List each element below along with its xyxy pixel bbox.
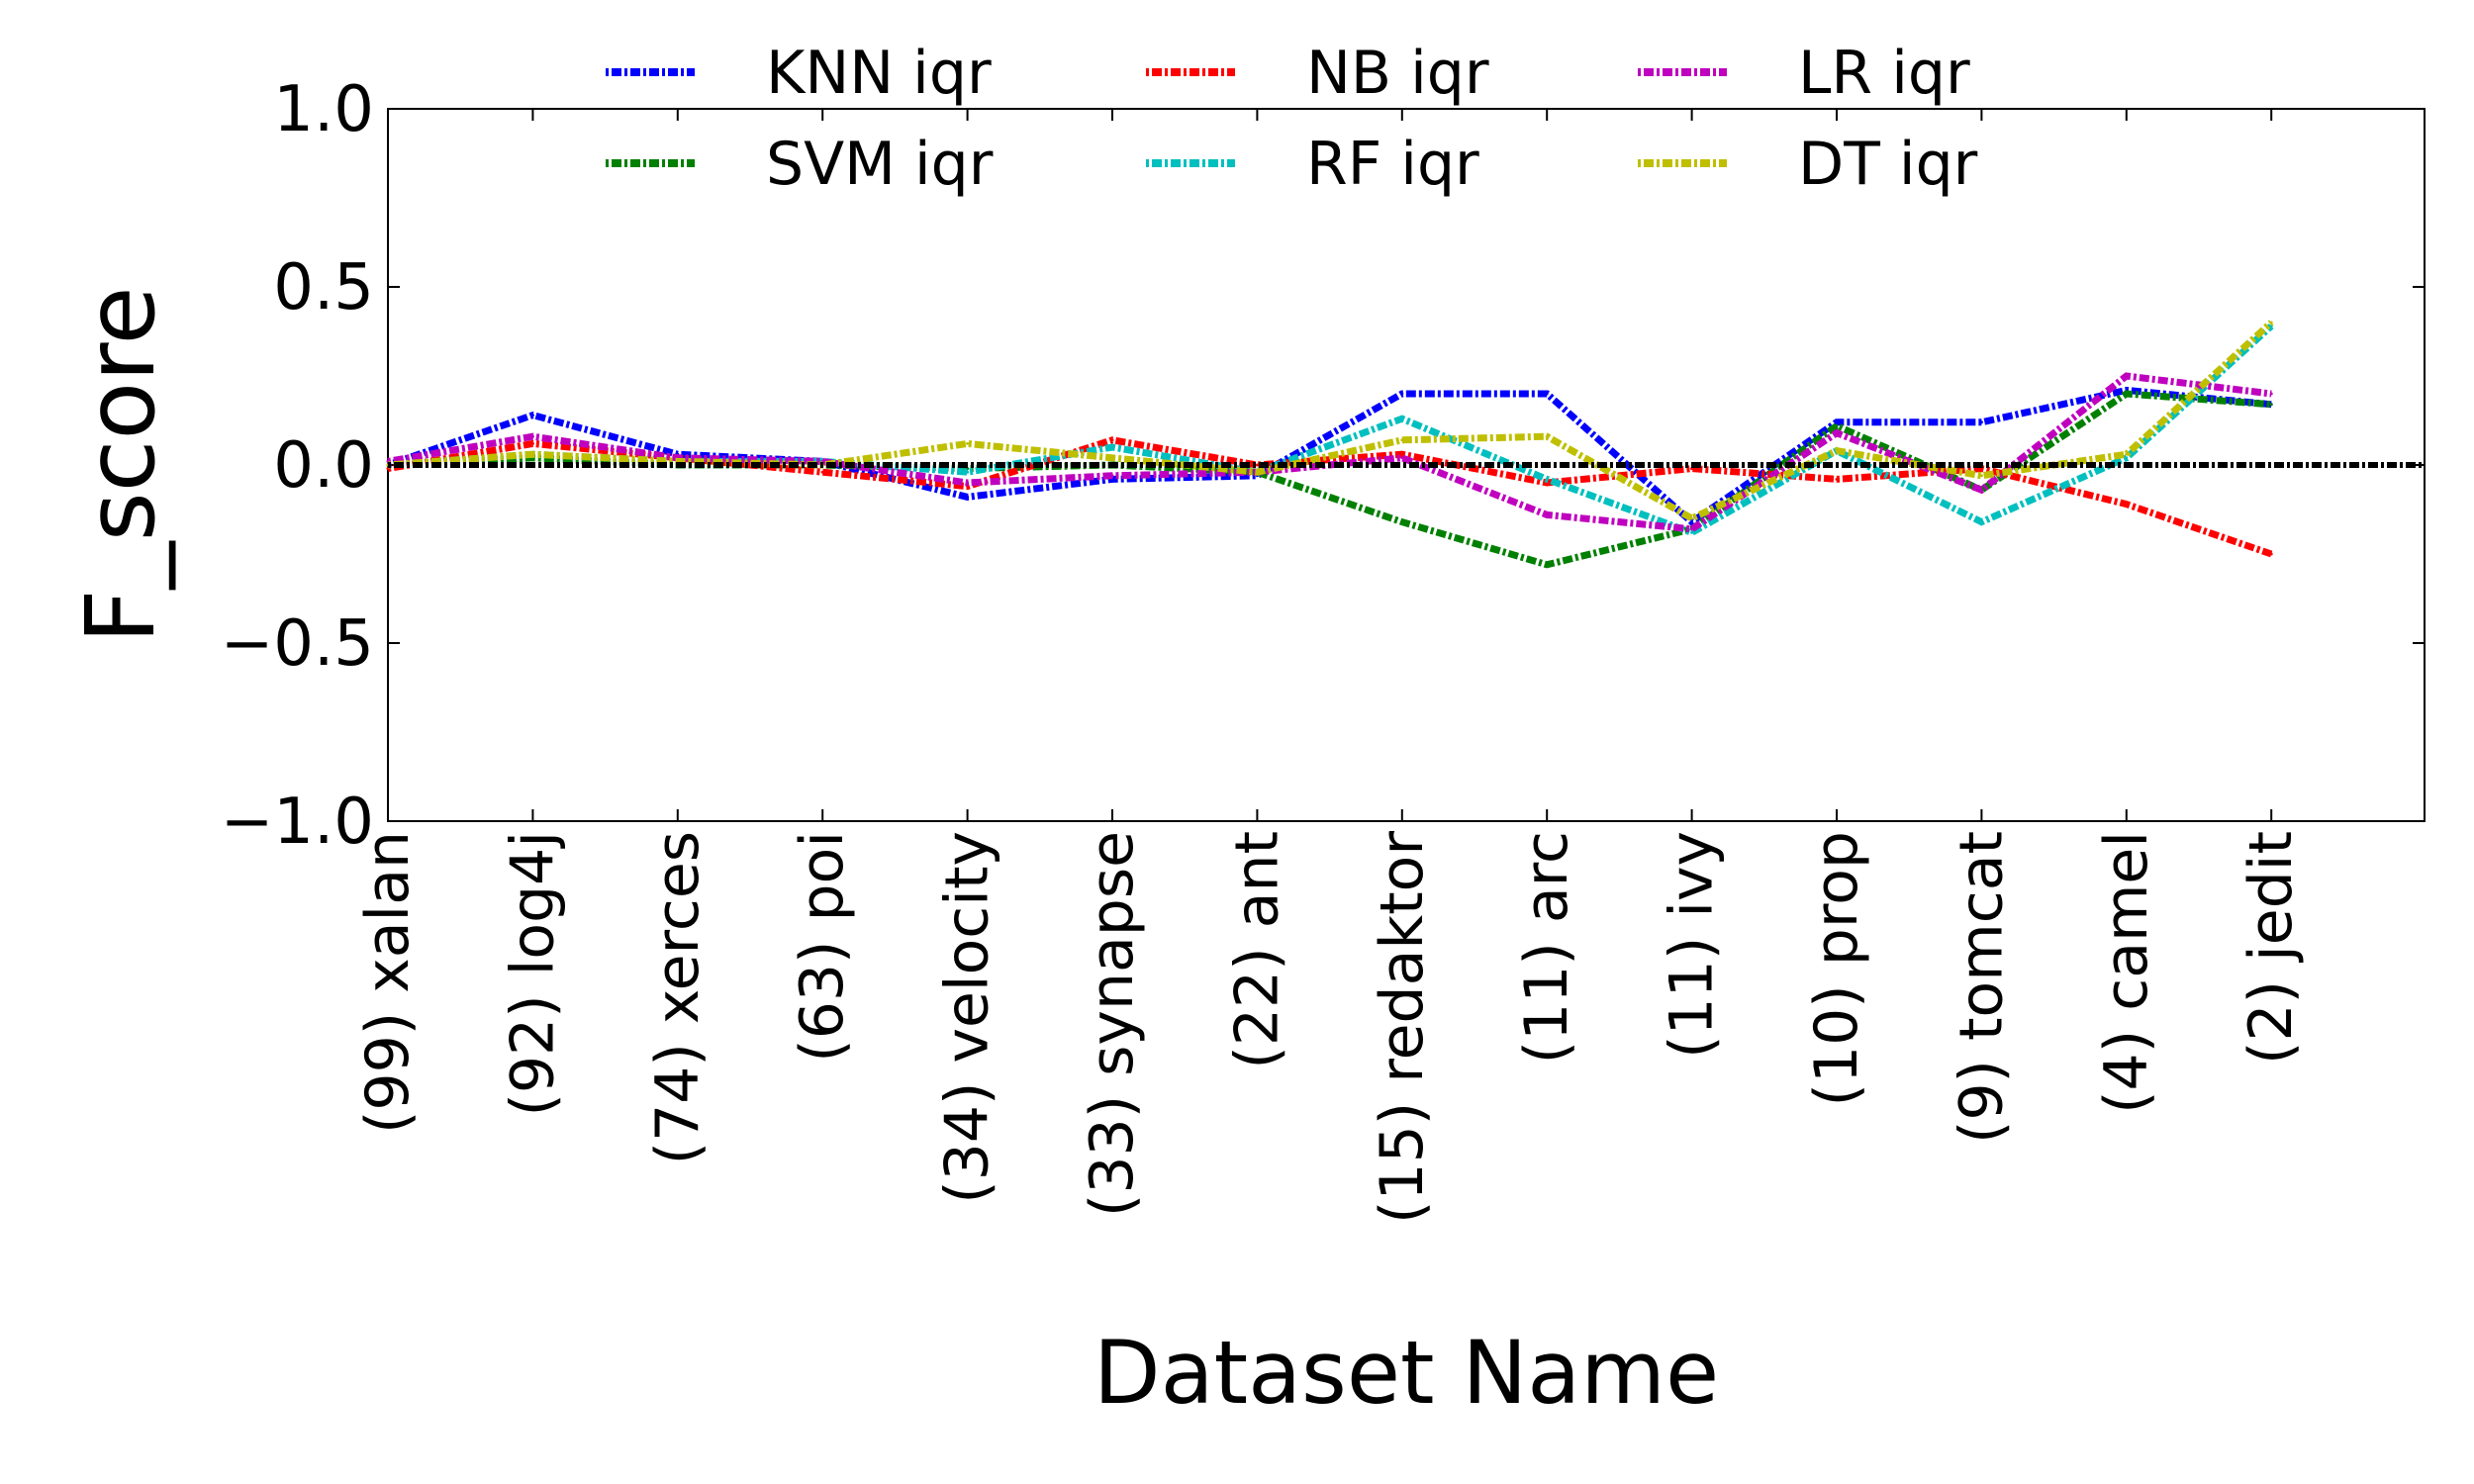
legend-item: DT iqr: [1638, 130, 1978, 199]
x-tick-label: (2) jedit: [2236, 831, 2306, 1065]
data-point: [1835, 449, 1839, 453]
data-point: [2125, 503, 2129, 507]
x-tick-label: (15) redaktor: [1368, 831, 1437, 1224]
data-point: [1400, 417, 1404, 420]
data-point: [1690, 527, 1694, 531]
x-axis-ticks: (99) xalan (92) log4j (74) xerces (63) poi (…: [353, 109, 2306, 1224]
legend-item: SVM iqr: [606, 130, 994, 199]
legend-label: SVM iqr: [766, 130, 994, 199]
y-tick-label: 1.0: [273, 73, 374, 146]
legend-label: KNN iqr: [766, 39, 992, 108]
data-point: [1110, 474, 1114, 478]
data-point: [1979, 474, 1983, 478]
data-point: [1545, 477, 1549, 481]
data-point: [1545, 512, 1549, 516]
data-point: [530, 414, 534, 417]
legend-label: DT iqr: [1798, 130, 1978, 199]
x-axis-title: Dataset Name: [1094, 1322, 1719, 1424]
series-line: [386, 386, 2272, 527]
legend: KNN iqr SVM iqr NB iqr RF iqr LR iqr DT iqr: [606, 39, 1978, 199]
data-point: [1400, 452, 1404, 456]
legend-item: KNN iqr: [606, 39, 992, 108]
data-point: [820, 470, 824, 474]
legend-item: LR iqr: [1638, 39, 1970, 108]
data-point: [1835, 423, 1839, 427]
x-tick-label: (9) tomcat: [1947, 831, 2016, 1144]
data-point: [530, 434, 534, 438]
x-tick-label: (63) poi: [788, 831, 857, 1063]
legend-item: NB iqr: [1146, 39, 1489, 108]
data-point: [966, 495, 970, 499]
x-tick-label: (99) xalan: [353, 831, 423, 1134]
data-point: [1255, 470, 1259, 474]
data-point: [966, 470, 970, 474]
y-tick-label: 0.0: [273, 429, 374, 503]
data-point: [2125, 452, 2129, 456]
data-point: [1690, 516, 1694, 520]
y-tick-label: −0.5: [221, 607, 374, 681]
data-point: [1545, 563, 1549, 567]
x-tick-label: (11) ivy: [1658, 831, 1727, 1059]
data-point: [1400, 438, 1404, 442]
legend-label: RF iqr: [1306, 130, 1479, 199]
y-axis-title: F_score: [65, 286, 176, 643]
data-point: [1979, 420, 1983, 424]
y-tick-label: 0.5: [273, 251, 374, 325]
data-point: [1545, 434, 1549, 438]
x-tick-label: (11) arc: [1512, 831, 1581, 1064]
data-point: [2125, 456, 2129, 460]
data-point: [2269, 403, 2273, 407]
legend-label: NB iqr: [1306, 39, 1489, 108]
y-tick-label: −1.0: [221, 786, 374, 859]
x-tick-label: (22) ant: [1222, 831, 1291, 1069]
data-point: [1979, 520, 1983, 524]
data-point: [2125, 392, 2129, 396]
data-point: [1110, 438, 1114, 442]
y-axis-ticks: 1.0 0.5 0.0 −0.5 −1.0: [221, 73, 2425, 859]
x-tick-label: (10) prop: [1802, 831, 1871, 1106]
legend-label: LR iqr: [1798, 39, 1970, 108]
data-point: [1835, 420, 1839, 424]
data-point: [1835, 431, 1839, 435]
legend-item: RF iqr: [1146, 130, 1479, 199]
data-point: [2269, 392, 2273, 396]
data-point: [1400, 392, 1404, 396]
series-line: [387, 436, 2273, 558]
data-point: [1255, 463, 1259, 467]
data-point: [530, 452, 534, 456]
series-lines: [386, 320, 2425, 569]
data-point: [1835, 477, 1839, 481]
data-point: [966, 441, 970, 445]
x-tick-label: (74) xerces: [643, 831, 713, 1164]
data-point: [2269, 552, 2273, 556]
data-point: [1979, 488, 1983, 492]
x-tick-label: (4) camel: [2092, 831, 2161, 1114]
x-tick-label: (92) log4j: [498, 831, 567, 1117]
data-point: [530, 441, 534, 445]
data-point: [1110, 456, 1114, 460]
data-point: [966, 481, 970, 485]
data-point: [1545, 392, 1549, 396]
data-point: [1400, 520, 1404, 524]
data-point: [2125, 374, 2129, 378]
data-point: [2269, 321, 2273, 325]
data-point: [1110, 445, 1114, 449]
x-tick-label: (33) synapse: [1078, 831, 1147, 1217]
data-point: [1400, 456, 1404, 460]
data-point: [1690, 530, 1694, 534]
x-tick-label: (34) velocity: [933, 831, 1002, 1204]
data-point: [1690, 520, 1694, 524]
